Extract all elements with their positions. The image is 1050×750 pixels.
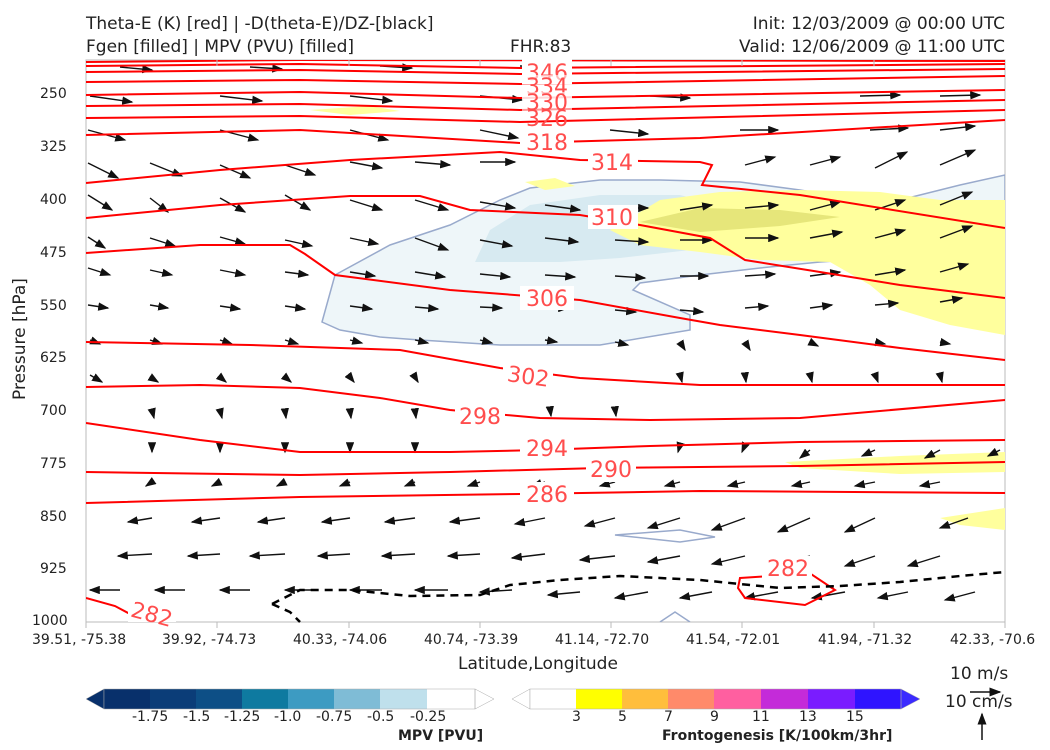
fgen-region-upper xyxy=(310,106,400,115)
x-tick-6: 41.94, -71.32 xyxy=(818,632,913,648)
contour-label-314: 314 xyxy=(591,151,633,176)
fgen-tick-6: 15 xyxy=(846,709,864,725)
fgen-region-core xyxy=(640,208,840,232)
wind-ref-h-label: 10 m/s xyxy=(950,664,1009,684)
fgen-region-low2 xyxy=(940,508,1005,530)
y-tick-775: 775 xyxy=(40,456,67,472)
fgen-tick-0: 3 xyxy=(572,709,581,725)
dthetae-dz-contour-2 xyxy=(271,602,301,623)
y-axis-label: Pressure [hPa] xyxy=(10,278,30,400)
x-tick-2: 40.33, -74.06 xyxy=(293,632,388,648)
mpv-bottom-contour xyxy=(659,611,691,622)
theta-e-contours xyxy=(86,60,1005,622)
fgen-tick-4: 11 xyxy=(752,709,770,725)
forecast-hour: FHR:83 xyxy=(510,37,572,57)
contour-label-330: 330 xyxy=(526,91,568,116)
y-tick-925: 925 xyxy=(40,561,67,577)
y-tick-550: 550 xyxy=(40,298,67,314)
contour-label-318: 318 xyxy=(526,131,568,156)
y-tick-625: 625 xyxy=(40,350,67,366)
contour-label-306: 306 xyxy=(526,287,568,312)
contour-label-282: 282 xyxy=(767,557,809,582)
fgen-tick-3: 9 xyxy=(710,709,719,725)
mpv-colorbar-label: MPV [PVU] xyxy=(398,728,484,744)
contour-label-290: 290 xyxy=(590,458,632,483)
y-tick-700: 700 xyxy=(40,403,67,419)
mpv-tick-2: -1.25 xyxy=(224,709,261,725)
y-tick-325: 325 xyxy=(40,139,67,155)
y-tick-400: 400 xyxy=(40,192,67,208)
y-tick-850: 850 xyxy=(40,509,67,525)
theta-e-labels: 346 334 330 326 318 314 310 306 302 298 … xyxy=(128,58,812,633)
y-tick-475: 475 xyxy=(40,245,67,261)
mpv-small-contour xyxy=(614,529,716,543)
x-axis-label: Latitude,Longitude xyxy=(458,654,618,674)
contour-label-294: 294 xyxy=(526,437,568,462)
fgen-region-low xyxy=(785,452,1005,474)
valid-time: Valid: 12/06/2009 @ 11:00 UTC xyxy=(739,37,1005,57)
title-line-1: Theta-E (K) [red] | -D(theta-E)/DZ-[blac… xyxy=(86,14,434,34)
title-line-2: Fgen [filled] | MPV (PVU) [filled] xyxy=(86,37,355,57)
x-tick-0: 39.51, -75.38 xyxy=(32,632,127,648)
x-tick-1: 39.92, -74.73 xyxy=(162,632,257,648)
fgen-tick-5: 13 xyxy=(799,709,817,725)
mpv-tick-5: -0.5 xyxy=(367,709,395,725)
contour-label-326: 326 xyxy=(526,107,568,132)
mpv-tick-6: -0.25 xyxy=(410,709,447,725)
mpv-tick-4: -0.75 xyxy=(316,709,353,725)
dthetae-dz-contour xyxy=(271,570,1006,606)
fgen-region-small xyxy=(525,178,575,190)
contour-label-298: 298 xyxy=(459,405,501,430)
init-time: Init: 12/03/2009 @ 00:00 UTC xyxy=(752,14,1005,34)
fgen-colorbar xyxy=(511,688,921,710)
fgen-colorbar-label: Frontogenesis [K/100km/3hr] xyxy=(662,728,893,744)
tick-marks xyxy=(85,60,1006,628)
mpv-tick-0: -1.75 xyxy=(132,709,169,725)
mpv-tick-3: -1.0 xyxy=(274,709,302,725)
fgen-tick-2: 7 xyxy=(664,709,673,725)
contour-label-310: 310 xyxy=(591,206,633,231)
wind-ref-v-label: 10 cm/s xyxy=(945,692,1013,712)
mpv-colorbar xyxy=(85,688,495,710)
x-tick-4: 41.14, -72.70 xyxy=(555,632,650,648)
y-tick-1000: 1000 xyxy=(32,613,68,629)
fgen-tick-1: 5 xyxy=(618,709,627,725)
x-tick-3: 40.74, -73.39 xyxy=(424,632,519,648)
contour-label-302: 302 xyxy=(506,362,551,393)
contour-label-286: 286 xyxy=(526,483,568,508)
y-tick-250: 250 xyxy=(40,86,67,102)
x-tick-7: 42.33, -70.6 xyxy=(950,632,1036,648)
mpv-tick-1: -1.5 xyxy=(183,709,211,725)
x-tick-5: 41.54, -72.01 xyxy=(686,632,781,648)
